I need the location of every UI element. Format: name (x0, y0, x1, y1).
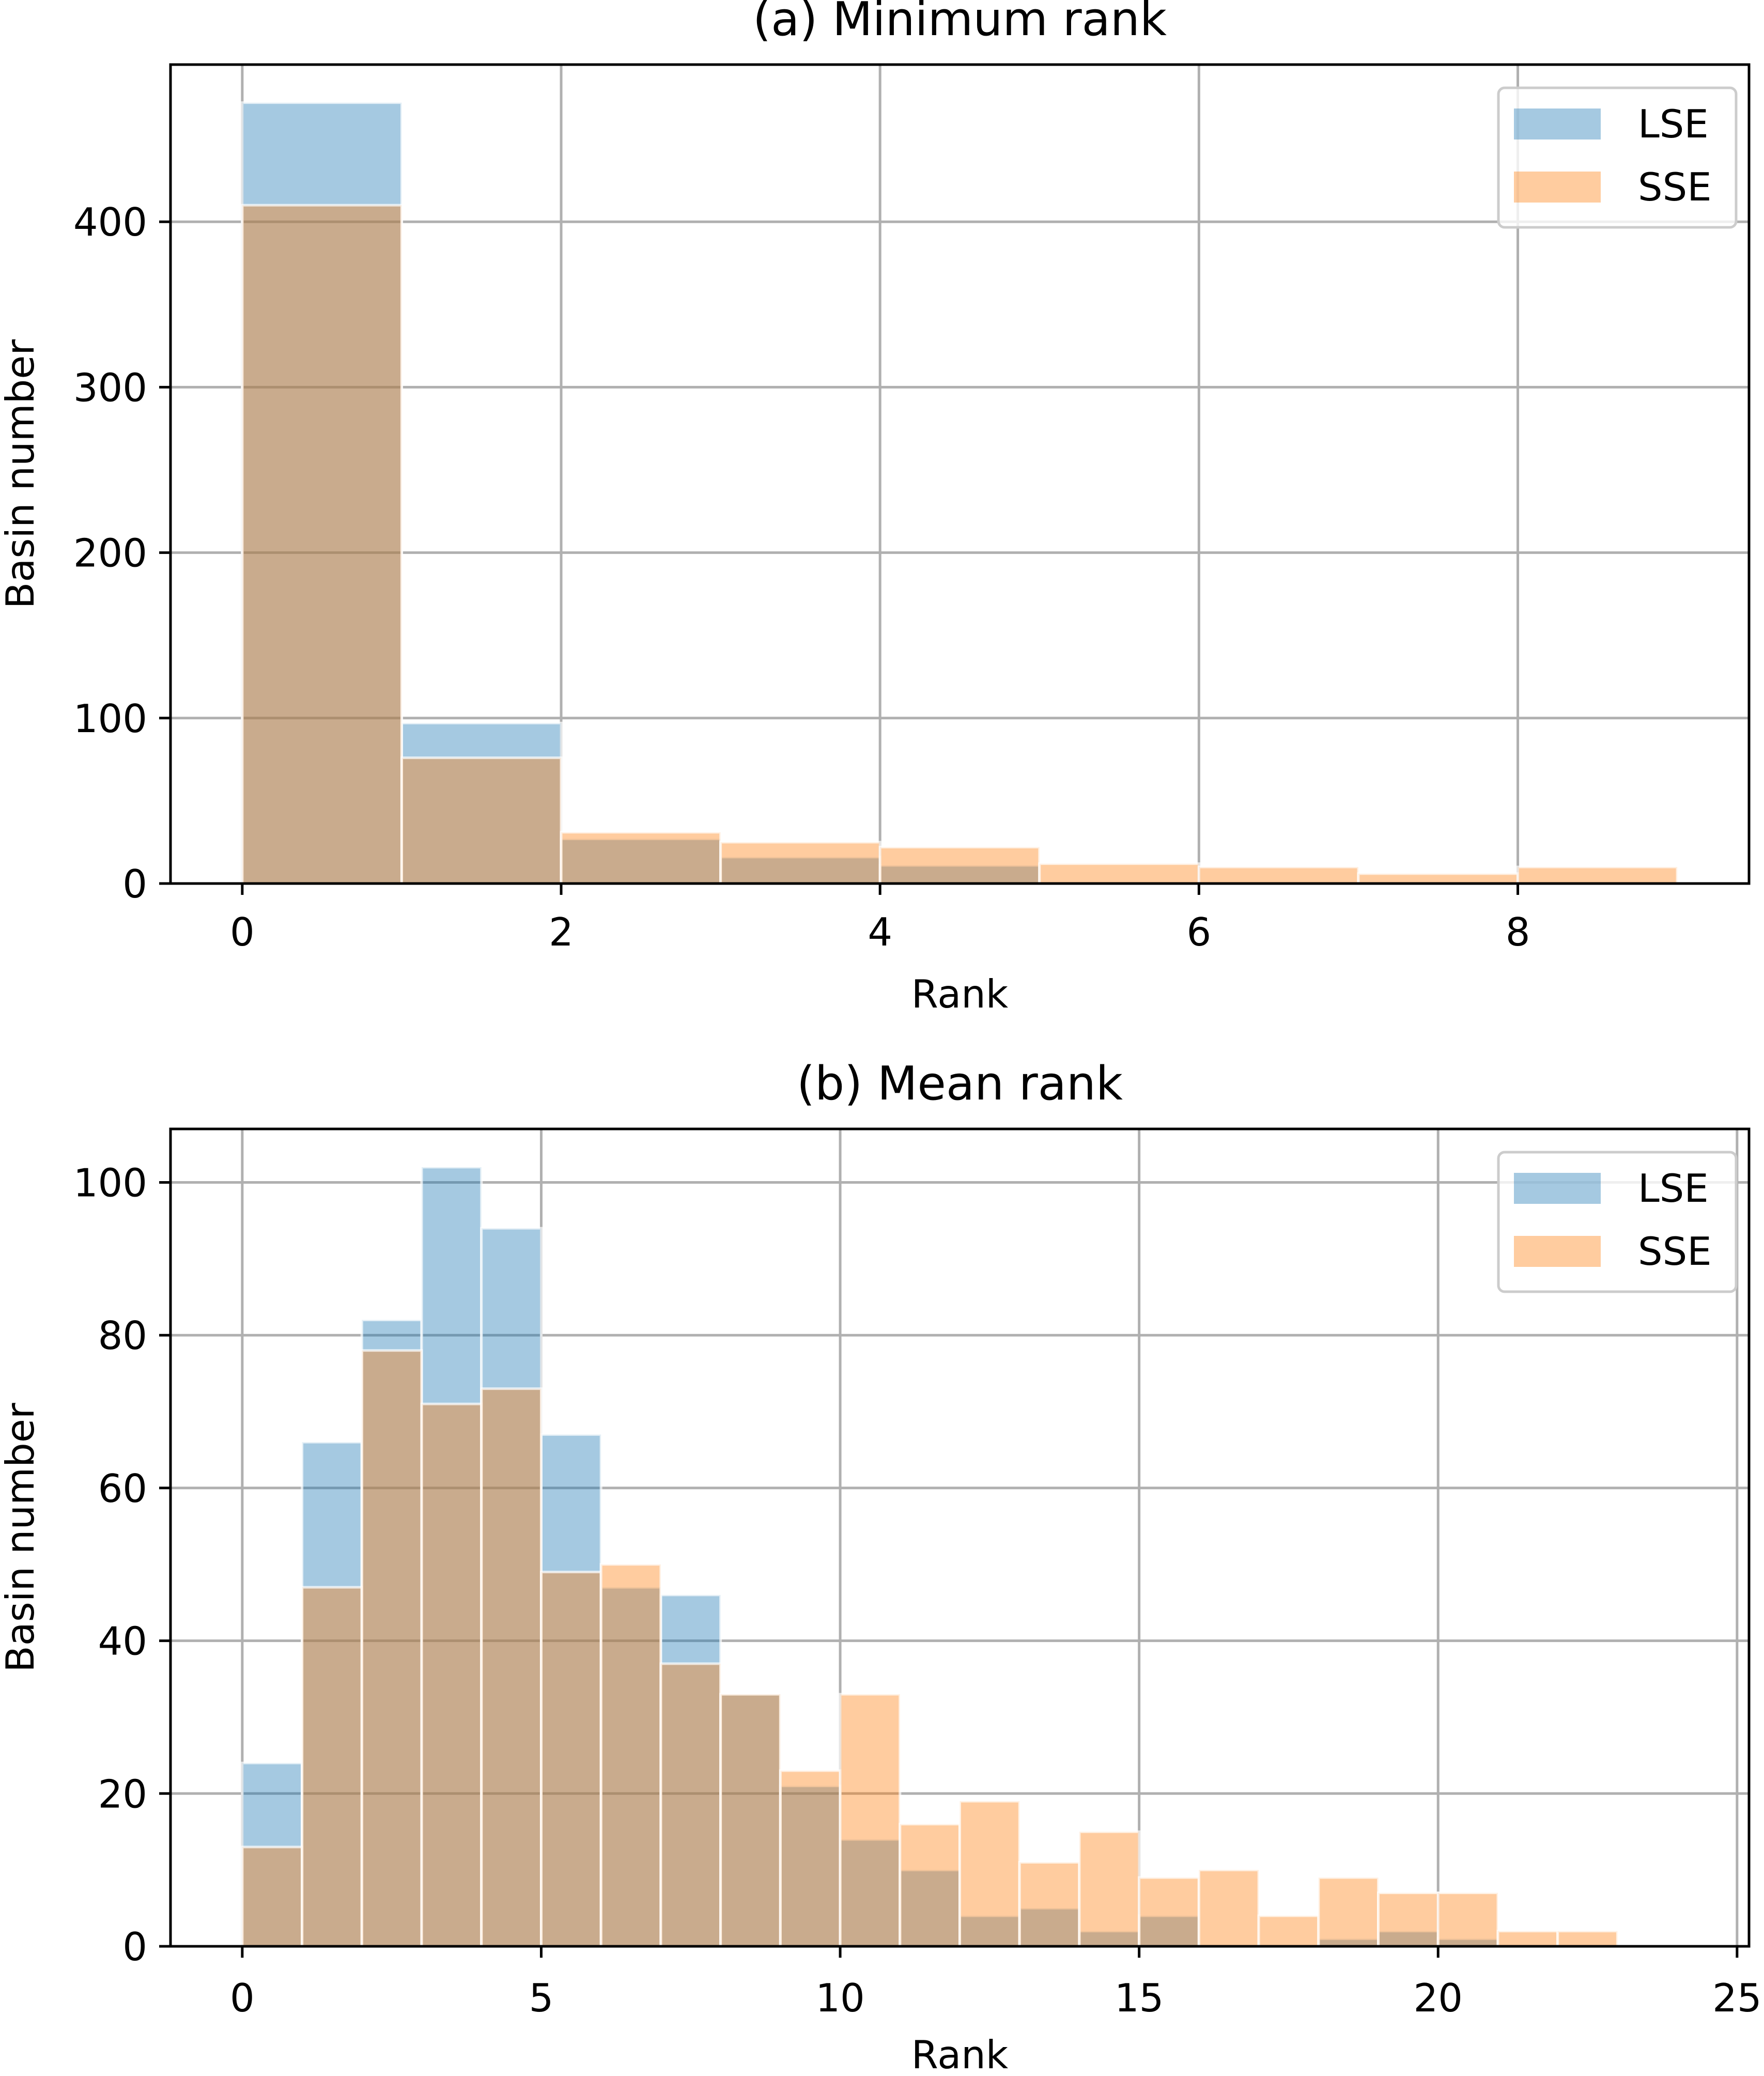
legend-label-sse: SSE (1638, 164, 1712, 210)
bar-lse (1138, 1914, 1200, 1948)
bar-sse (899, 1822, 961, 1948)
x-tick-label: 0 (230, 1975, 255, 2021)
chart-title: (b) Mean rank (797, 1057, 1123, 1111)
legend: LSE SSE (1497, 1151, 1738, 1293)
chart-title: (a) Minimum rank (753, 0, 1167, 47)
bar-sse (241, 204, 403, 885)
bar-sse (241, 1846, 304, 1948)
bar-sse (1018, 1861, 1081, 1948)
legend-box (1497, 1151, 1738, 1293)
bar-sse (420, 1402, 483, 1948)
y-tick-label: 20 (98, 1771, 147, 1817)
y-axis-label: Basin number (0, 1403, 43, 1672)
x-tick-label: 20 (1414, 1975, 1463, 2021)
bar-sse (1496, 1929, 1559, 1948)
bar-sse (1078, 1830, 1141, 1948)
bar-lse (480, 1227, 543, 1948)
bar-sse (480, 1387, 543, 1948)
bar-sse (1377, 1892, 1440, 1948)
bar-sse (1197, 865, 1360, 885)
y-tick-label: 300 (73, 365, 147, 410)
bar-sse (400, 756, 563, 885)
legend-box (1497, 86, 1738, 229)
x-tick-label: 5 (529, 1975, 554, 2021)
bar-lse (241, 1761, 304, 1948)
bar-sse (1517, 865, 1679, 885)
axes-frame (169, 63, 1751, 885)
axes-frame (169, 1127, 1751, 1948)
y-tick-label: 100 (73, 696, 147, 741)
x-tick-label: 6 (1187, 909, 1212, 955)
legend-label-lse: LSE (1638, 101, 1709, 147)
x-tick-label: 0 (230, 909, 255, 955)
legend-swatch-sse (1514, 1236, 1601, 1267)
bar-sse (599, 1563, 662, 1948)
y-tick-label: 100 (73, 1160, 147, 1205)
bar-sse (839, 1693, 902, 1948)
legend-swatch-lse (1514, 1173, 1601, 1204)
bar-sse (719, 1693, 782, 1948)
x-tick-label: 8 (1506, 909, 1530, 955)
legend-label-sse: SSE (1638, 1229, 1712, 1274)
y-tick-label: 60 (98, 1466, 147, 1511)
chart-panel-b: 0 5 10 15 20 25 0 20 40 60 80 100 (b) Mean rank Rank B… (0, 1057, 1762, 2076)
legend-swatch-sse (1514, 172, 1601, 203)
y-tick-label: 0 (122, 861, 147, 907)
bar-sse (560, 831, 722, 885)
bar-sse (1357, 872, 1520, 885)
x-axis-label: Rank (911, 2032, 1009, 2076)
y-tick-label: 40 (98, 1619, 147, 1664)
bar-sse (1436, 1892, 1499, 1948)
bar-sse (1197, 1868, 1260, 1948)
bar-lse (301, 1440, 363, 1948)
bar-sse (1257, 1914, 1320, 1948)
bar-lse (539, 1433, 602, 1948)
y-tick-label: 80 (98, 1313, 147, 1358)
bar-sse (659, 1662, 722, 1948)
legend-swatch-lse (1514, 109, 1601, 140)
x-tick-label: 25 (1712, 1975, 1761, 2021)
x-axis-label: Rank (911, 971, 1009, 1017)
bar-sse (1038, 862, 1200, 885)
bar-sse (360, 1349, 423, 1948)
y-tick-label: 200 (73, 531, 147, 576)
bar-sse (958, 1800, 1021, 1948)
x-tick-label: 2 (549, 909, 574, 955)
bar-sse (878, 846, 1041, 885)
bar-sse (779, 1769, 842, 1948)
legend: LSE SSE (1497, 86, 1738, 229)
bar-sse (301, 1586, 363, 1948)
bar-sse (1556, 1929, 1619, 1948)
x-tick-label: 15 (1115, 1975, 1164, 2021)
bar-lse (1078, 1929, 1141, 1948)
bar-sse (1317, 1876, 1380, 1948)
x-tick-label: 10 (815, 1975, 864, 2021)
y-tick-label: 0 (122, 1924, 147, 1970)
x-tick-label: 4 (868, 909, 892, 955)
legend-label-lse: LSE (1638, 1166, 1709, 1211)
bar-sse (719, 841, 881, 885)
bar-sse (539, 1571, 602, 1948)
y-axis-label: Basin number (0, 339, 43, 609)
chart-panel-a: 0 2 4 6 8 0 100 200 300 400 (a) Minimum rank Rank Ba… (0, 0, 1751, 1017)
bar-sse (1138, 1876, 1200, 1948)
y-tick-label: 400 (73, 199, 147, 245)
